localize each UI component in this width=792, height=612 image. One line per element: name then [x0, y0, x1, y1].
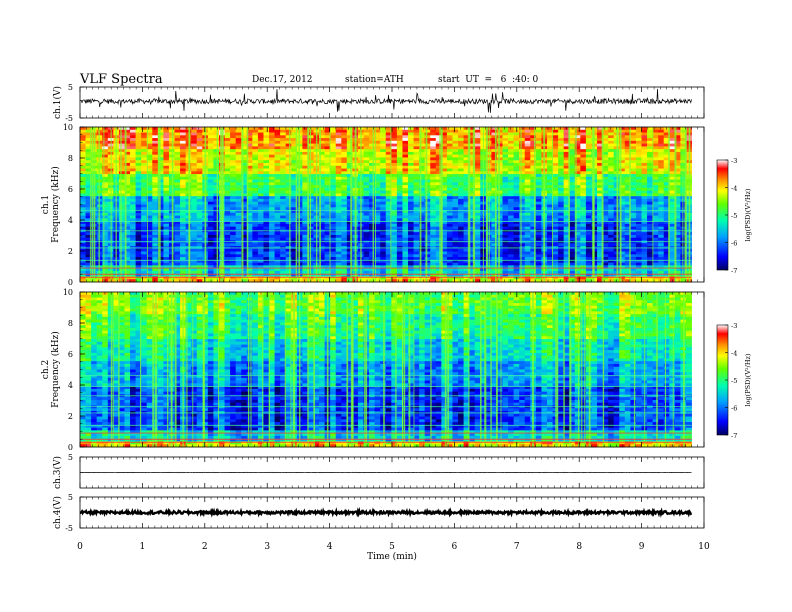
ch2-colorbar-tick-label: -7: [731, 432, 737, 440]
x-tick-label: 8: [576, 542, 582, 552]
x-tick-label: 0: [77, 542, 83, 552]
x-tick-label: 5: [389, 542, 395, 552]
station-label: station=ATH: [345, 75, 404, 85]
ch1-colorbar-tick-label: -5: [731, 212, 737, 220]
ch1-colorbar-tick-label: -6: [731, 240, 737, 248]
x-tick-label: 1: [140, 542, 146, 552]
ch1-spectrogram-image: [80, 127, 692, 283]
start-time-label: start UT = 6 :40: 0: [438, 75, 539, 85]
ch2-spectrogram-image: [80, 292, 692, 448]
x-tick-label: 2: [202, 542, 208, 552]
ch1-colorbar-tick-label: -4: [731, 185, 737, 193]
ch1-y-axis-label: ch.1(V): [52, 86, 63, 119]
ch1-y-tick-label: 0: [68, 278, 73, 287]
x-tick-label: 7: [514, 542, 520, 552]
ch1-y-tick-label: 8: [68, 154, 73, 163]
ch2-y-tick-label: 2: [68, 412, 73, 421]
ch1-y-tick-label: 10: [63, 123, 73, 132]
ch2-y-tick-label: 6: [68, 350, 73, 359]
ch1-colorbar-label: log(PSD)(V²/Hz): [744, 188, 752, 241]
ch1-waveform-trace: [79, 88, 692, 113]
ch1-colorbar-tick-label: -7: [731, 267, 737, 275]
x-tick-label: 3: [264, 542, 270, 552]
ch3-y-axis-label: ch.3(V): [52, 456, 63, 489]
ch2-y-tick-label: 8: [68, 319, 73, 328]
ch1-y-tick-label: 5: [68, 83, 73, 92]
ch2-colorbar-tick-label: -4: [731, 350, 737, 358]
ch1-y-tick-label: 2: [68, 247, 73, 256]
ch4-y-axis-label: ch.4(V): [52, 496, 63, 529]
ch2-y-tick-label: 0: [68, 443, 73, 452]
ch4-waveform-trace: [79, 506, 693, 518]
x-tick-label: 4: [327, 542, 333, 552]
date-label: Dec.17, 2012: [252, 75, 313, 85]
x-tick-label: 6: [452, 542, 458, 552]
ch2-y-tick-label: 10: [63, 288, 73, 297]
ch1-y-axis-label: Frequency (kHz): [50, 166, 61, 243]
ch4-y-tick-label: 5: [68, 493, 73, 502]
chart-title: VLF Spectra: [80, 72, 163, 87]
ch2-colorbar-tick-label: -6: [731, 405, 737, 413]
ch2-colorbar-tick-label: -5: [731, 377, 737, 385]
x-tick-label: 10: [698, 542, 710, 552]
ch1-y-tick-label: 6: [68, 185, 73, 194]
ch2-y-axis-label: Frequency (kHz): [50, 331, 61, 408]
ch1-y-tick-label: 4: [68, 216, 73, 225]
ch2-channel-label: ch.2: [41, 360, 51, 379]
ch4-y-tick-label: -5: [65, 524, 73, 533]
ch1-colorbar-tick-label: -3: [731, 157, 737, 165]
ch2-colorbar-tick-label: -3: [731, 322, 737, 330]
x-axis-label: Time (min): [367, 551, 417, 562]
ch2-colorbar-label: log(PSD)(V²/Hz): [744, 353, 752, 406]
ch1-channel-label: ch.1: [41, 195, 51, 214]
ch2-y-tick-label: 4: [68, 381, 73, 390]
x-tick-label: 9: [639, 542, 645, 552]
ch1-y-tick-label: -5: [65, 114, 73, 123]
ch3-y-tick-label: 5: [68, 453, 73, 462]
